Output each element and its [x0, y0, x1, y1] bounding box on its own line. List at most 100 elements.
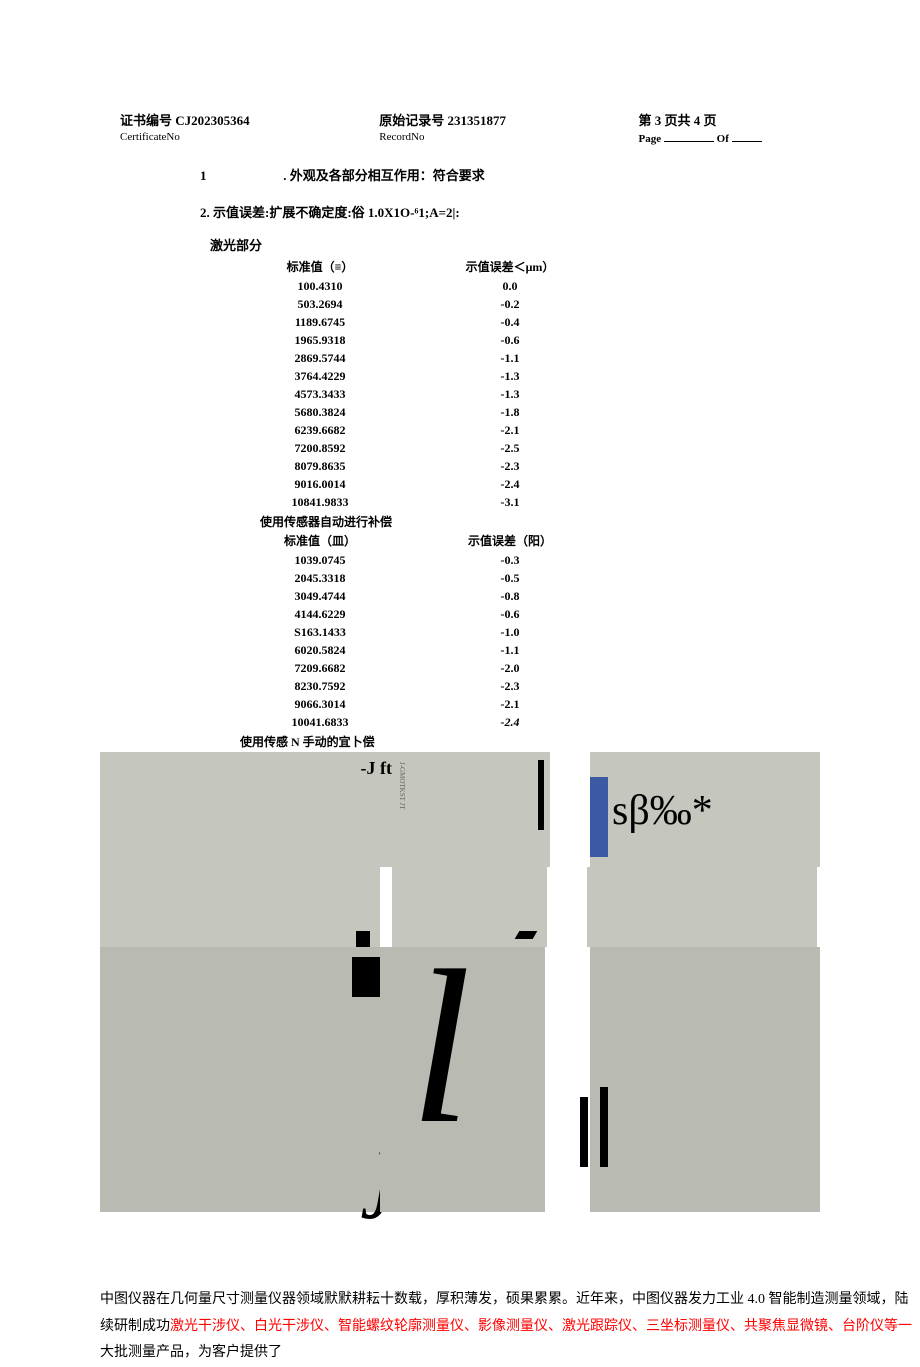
blue-bar-icon: [590, 777, 608, 857]
cell-std: S163.1433: [220, 623, 420, 641]
cell-err: 0.0: [420, 277, 600, 295]
table-row: 1189.6745-0.4: [220, 313, 820, 331]
table-row: 5680.3824-1.8: [220, 403, 820, 421]
cert-no: CJ202305364: [175, 113, 249, 128]
cell-err: -2.4: [420, 713, 600, 731]
note-1: 使用传感器自动进行补偿: [260, 513, 820, 530]
cell-err: -2.0: [420, 659, 600, 677]
cell-std: 3049.4744: [220, 587, 420, 605]
record-sub: RecordNo: [379, 131, 638, 145]
cell-err: -1.3: [420, 385, 600, 403]
cert-sub: CertificateNo: [120, 131, 379, 145]
decorative-graphic: -J ft J-GMOTKST JT sβ‰* j: [100, 752, 920, 1252]
cell-err: -0.6: [420, 605, 600, 623]
table-row: 1965.9318-0.6: [220, 331, 820, 349]
cell-err: -2.3: [420, 677, 600, 695]
page-en-of: Of: [717, 133, 729, 145]
record-label: 原始记录号: [379, 113, 444, 128]
cell-err: -0.8: [420, 587, 600, 605]
table-row: 4144.6229-0.6: [220, 605, 820, 623]
section-1: 1 . 外观及各部分相互作用：符合要求: [200, 165, 820, 184]
cell-err: -0.2: [420, 295, 600, 313]
page-blank-2: [732, 131, 762, 142]
cell-std: 4573.3433: [220, 385, 420, 403]
cert-label: 证书编号: [120, 113, 172, 128]
table-row: 3764.4229-1.3: [220, 367, 820, 385]
cell-std: 100.4310: [220, 277, 420, 295]
cell-std: 8079.8635: [220, 457, 420, 475]
table-2: 标准值（皿） 示值误差（阳） 1039.0745-0.32045.3318-0.…: [220, 532, 820, 731]
page-cn: 第 3 页共 4 页: [639, 113, 717, 128]
table-row: 1039.0745-0.3: [220, 551, 820, 569]
tick-icon: [515, 931, 538, 939]
cell-err: -1.1: [420, 349, 600, 367]
table-row: S163.1433-1.0: [220, 623, 820, 641]
table-row: 6239.6682-2.1: [220, 421, 820, 439]
cell-err: -2.4: [420, 475, 600, 493]
cell-std: 503.2694: [220, 295, 420, 313]
t2-header-err: 示值误差（阳）: [420, 532, 600, 549]
cell-err: -3.1: [420, 493, 600, 511]
cell-std: 2869.5744: [220, 349, 420, 367]
cell-err: -2.3: [420, 457, 600, 475]
cell-std: 10041.6833: [220, 713, 420, 731]
cell-err: -1.3: [420, 367, 600, 385]
table-row: 8079.8635-2.3: [220, 457, 820, 475]
cell-err: -0.4: [420, 313, 600, 331]
table-row: 2869.5744-1.1: [220, 349, 820, 367]
cell-std: 1039.0745: [220, 551, 420, 569]
certificate-header-sub: CertificateNo RecordNo Page Of: [120, 131, 820, 145]
cell-std: 3764.4229: [220, 367, 420, 385]
cell-err: -1.0: [420, 623, 600, 641]
note-2: 使用传感 N 手动的宜卜偿: [240, 733, 820, 750]
cell-err: -0.5: [420, 569, 600, 587]
table-row: 503.2694-0.2: [220, 295, 820, 313]
table-row: 4573.3433-1.3: [220, 385, 820, 403]
t1-header-err: 示值误差＜μm）: [420, 258, 600, 275]
large-glyph-icon: l: [410, 937, 471, 1157]
cell-err: -0.3: [420, 551, 600, 569]
black-bar-icon: [600, 1087, 608, 1167]
table-row: 7200.8592-2.5: [220, 439, 820, 457]
black-block-icon: [352, 957, 380, 997]
table-row: 8230.7592-2.3: [220, 677, 820, 695]
table-row: 6020.5824-1.1: [220, 641, 820, 659]
cell-std: 7209.6682: [220, 659, 420, 677]
page-en-pre: Page: [639, 133, 662, 145]
section-1-num: 1: [200, 168, 280, 184]
graphic-vertical-text: J-GMOTKST JT: [398, 762, 406, 810]
table-row: 100.43100.0: [220, 277, 820, 295]
cell-std: 10841.9833: [220, 493, 420, 511]
cell-std: 4144.6229: [220, 605, 420, 623]
table-1: 标准值（≡） 示值误差＜μm） 100.43100.0503.2694-0.21…: [220, 258, 820, 511]
footer-text-b: 大批测量产品，为客户提供了: [100, 1345, 282, 1360]
t2-header-std: 标准值（皿）: [220, 532, 420, 549]
section-2: 2. 示值误差:扩展不确定度:俗 1.0X1O-⁶1;A=2|:: [200, 202, 820, 221]
black-bar-icon: [538, 760, 544, 830]
cell-std: 8230.7592: [220, 677, 420, 695]
table-row: 3049.4744-0.8: [220, 587, 820, 605]
cell-std: 6239.6682: [220, 421, 420, 439]
cell-err: -2.5: [420, 439, 600, 457]
page-blank-1: [664, 131, 714, 142]
cell-std: 9066.3014: [220, 695, 420, 713]
certificate-header: 证书编号 CJ202305364 原始记录号 231351877 第 3 页共 …: [120, 110, 820, 129]
graphic-jft-label: -J ft: [361, 758, 392, 779]
footer-text-red: 激光干涉仪、白光干涉仪、智能螺纹轮廓测量仪、影像测量仪、激光跟踪仪、三坐标测量仪…: [170, 1319, 912, 1334]
cell-std: 1965.9318: [220, 331, 420, 349]
table-row: 7209.6682-2.0: [220, 659, 820, 677]
cell-err: -2.1: [420, 421, 600, 439]
record-no: 231351877: [448, 113, 507, 128]
cell-std: 1189.6745: [220, 313, 420, 331]
cell-err: -1.1: [420, 641, 600, 659]
cell-std: 7200.8592: [220, 439, 420, 457]
footer-paragraph: 中图仪器在几何量尺寸测量仪器领域默默耕耘十数载，厚积薄发，硕果累累。近年来，中图…: [100, 1287, 920, 1367]
table-row: 10841.9833-3.1: [220, 493, 820, 511]
cell-std: 6020.5824: [220, 641, 420, 659]
cell-std: 5680.3824: [220, 403, 420, 421]
table-row: 10041.6833-2.4: [220, 713, 820, 731]
table-row: 9016.0014-2.4: [220, 475, 820, 493]
cell-err: -2.1: [420, 695, 600, 713]
graphic-sbo-label: sβ‰*: [612, 787, 713, 835]
laser-section-title: 激光部分: [210, 235, 820, 254]
